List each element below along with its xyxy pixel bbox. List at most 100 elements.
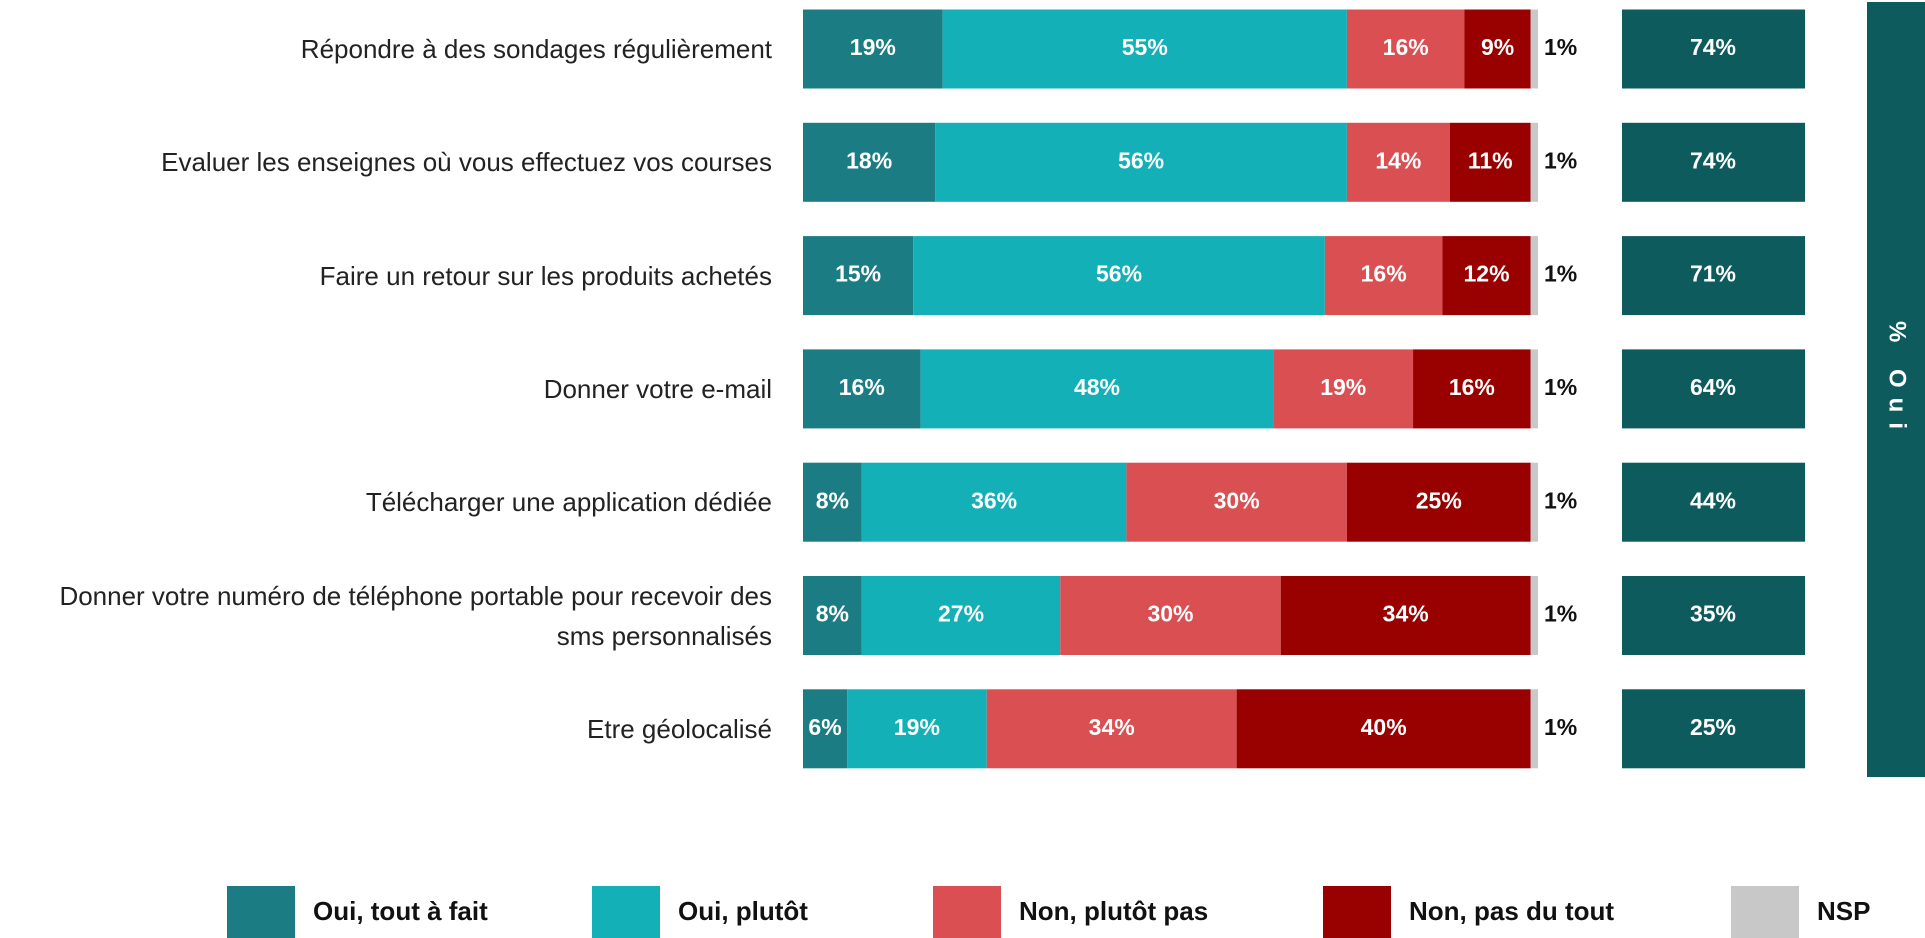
bar-segment [1273, 349, 1414, 429]
category-label: Etre géolocalisé [587, 713, 772, 744]
data-label: 9% [1481, 34, 1514, 60]
total-box [1622, 236, 1805, 316]
bar-segment [1324, 236, 1443, 316]
data-label: 11% [1468, 147, 1513, 173]
bar-segment [1346, 462, 1531, 542]
bar-segment [803, 122, 936, 202]
bar-segment [803, 236, 914, 316]
legend-swatch [1323, 886, 1391, 938]
legend-swatch [1731, 886, 1799, 938]
data-label: 25% [1416, 487, 1462, 513]
bar-segment [1530, 9, 1538, 89]
data-label: 1% [1544, 714, 1577, 740]
data-label: 6% [808, 714, 841, 740]
category-label: Evaluer les enseignes où vous effectuez … [161, 147, 772, 178]
bar-segment [1346, 9, 1465, 89]
total-header-band [1867, 2, 1925, 777]
total-box [1622, 122, 1805, 202]
data-label: 34% [1383, 601, 1429, 627]
data-label: 1% [1544, 487, 1577, 513]
total-label: 74% [1690, 147, 1736, 173]
data-label: 36% [971, 487, 1017, 513]
data-label: 27% [938, 601, 984, 627]
data-label: 19% [850, 34, 896, 60]
data-label: 8% [816, 487, 849, 513]
data-label: 56% [1096, 261, 1142, 287]
data-label: 16% [1361, 261, 1407, 287]
data-label: 55% [1122, 34, 1168, 60]
bar-segment [1413, 349, 1531, 429]
category-label: Télécharger une application dédiée [365, 487, 772, 518]
bar-segment [803, 9, 943, 89]
bar-segment [913, 236, 1325, 316]
bar-segment [1530, 689, 1538, 769]
legend-label: Non, pas du tout [1409, 896, 1614, 926]
bar-segment [861, 462, 1127, 542]
bar-segment [1126, 462, 1347, 542]
legend-label: Oui, plutôt [678, 896, 808, 926]
bar-segment [803, 349, 921, 429]
category-label: Donner votre numéro de téléphone portabl… [59, 580, 772, 651]
bar-segment [1530, 236, 1538, 316]
bar-segment [861, 576, 1061, 655]
legend-label: NSP [1817, 896, 1870, 926]
data-label: 14% [1375, 147, 1421, 173]
data-label: 40% [1361, 714, 1407, 740]
total-box [1622, 689, 1805, 769]
bar-segment [803, 689, 848, 769]
data-label: 30% [1214, 487, 1260, 513]
data-label: 16% [1383, 34, 1429, 60]
bar-segment [803, 462, 862, 542]
data-label: 19% [1320, 374, 1366, 400]
data-label: 34% [1089, 714, 1135, 740]
bar-segment [1060, 576, 1281, 655]
category-label: Faire un retour sur les produits achetés [319, 260, 772, 291]
total-label: 44% [1690, 487, 1736, 513]
bar-segment [847, 689, 987, 769]
bar-segment [803, 576, 862, 655]
data-label: 1% [1544, 601, 1577, 627]
bar-segment [1280, 576, 1531, 655]
data-label: 12% [1464, 261, 1510, 287]
total-header: % Oui [1884, 321, 1911, 439]
bar-segment [1464, 9, 1531, 89]
total-box [1622, 576, 1805, 655]
data-label: 19% [894, 714, 940, 740]
category-label: Répondre à des sondages régulièrement [300, 34, 772, 64]
data-label: 48% [1074, 374, 1120, 400]
data-label: 15% [835, 261, 881, 287]
total-label: 64% [1690, 374, 1736, 400]
bar-segment [1449, 122, 1531, 202]
total-label: 25% [1690, 714, 1736, 740]
bar-segment [1530, 462, 1538, 542]
total-label: 71% [1690, 261, 1736, 287]
bar-segment [986, 689, 1237, 769]
bar-segment [920, 349, 1274, 429]
legend-swatch [592, 886, 660, 938]
data-label: 1% [1544, 34, 1577, 60]
bar-segment [1530, 122, 1538, 202]
bar-segment [1442, 236, 1531, 316]
total-label: 74% [1690, 34, 1736, 60]
bar-segment [935, 122, 1347, 202]
legend-swatch [933, 886, 1001, 938]
total-box [1622, 9, 1805, 89]
data-label: 56% [1118, 147, 1164, 173]
bar-segment [1530, 349, 1538, 429]
data-label: 16% [1449, 374, 1495, 400]
legend-swatch [227, 886, 295, 938]
total-box [1622, 349, 1805, 429]
bar-segment [1346, 122, 1450, 202]
data-label: 30% [1147, 601, 1193, 627]
legend-label: Non, plutôt pas [1019, 896, 1208, 926]
data-label: 18% [846, 147, 892, 173]
data-label: 1% [1544, 374, 1577, 400]
legend-label: Oui, tout à fait [313, 896, 488, 926]
total-box [1622, 462, 1805, 542]
data-label: 16% [839, 374, 885, 400]
bar-segment [1236, 689, 1531, 769]
bar-segment [1530, 576, 1538, 655]
bar-segment [942, 9, 1347, 89]
